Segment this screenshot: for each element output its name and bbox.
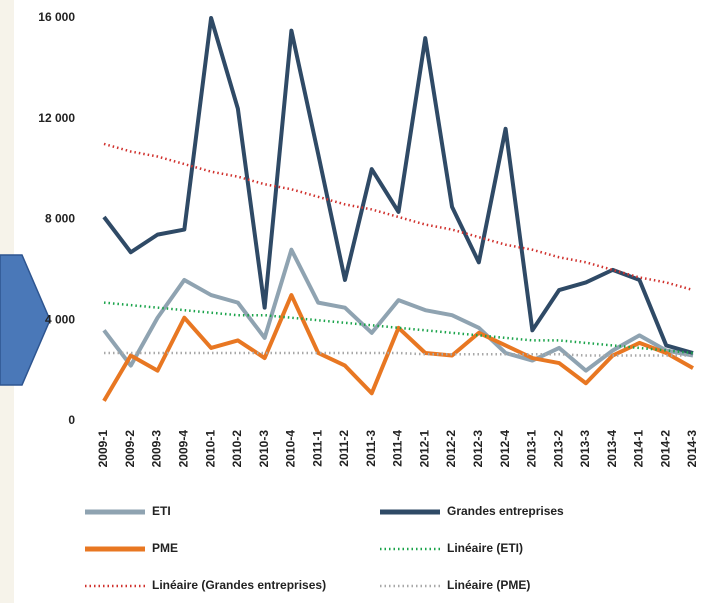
legend-label: Linéaire (ETI): [447, 541, 523, 555]
y-tick-label: 12 000: [38, 111, 75, 125]
x-tick-label: 2014-2: [658, 430, 672, 468]
series-line: [102, 247, 694, 373]
series-line: [102, 16, 694, 355]
x-tick-label: 2012-1: [417, 430, 431, 468]
x-tick-label: 2011-3: [364, 430, 378, 467]
x-tick-label: 2012-2: [444, 430, 458, 468]
y-tick-label: 8 000: [45, 212, 75, 226]
x-tick-label: 2010-4: [284, 430, 298, 468]
y-tick-label: 16 000: [38, 10, 75, 24]
x-tick-label: 2009-4: [176, 430, 190, 468]
x-tick-label: 2009-1: [96, 430, 110, 468]
x-tick-label: 2010-3: [257, 430, 271, 468]
x-tick-label: 2010-2: [230, 430, 244, 468]
y-tick-label: 0: [68, 413, 75, 427]
x-tick-label: 2012-4: [498, 430, 512, 468]
x-tick-label: 2010-1: [203, 430, 217, 468]
x-tick-label: 2011-1: [310, 430, 324, 467]
legend-label: Linéaire (PME): [447, 578, 530, 592]
trend-line: [104, 351, 693, 357]
trend-line: [103, 142, 694, 292]
x-tick-label: 2009-3: [150, 430, 164, 468]
legend-label: PME: [152, 541, 178, 555]
legend-label: Linéaire (Grandes entreprises): [152, 578, 326, 592]
x-tick-label: 2013-3: [578, 430, 592, 468]
legend-label: ETI: [152, 504, 171, 518]
x-tick-label: 2014-1: [632, 430, 646, 468]
x-tick-label: 2011-2: [337, 430, 351, 467]
x-tick-label: 2011-4: [391, 430, 405, 467]
decorative-arrow: [0, 254, 51, 386]
x-tick-label: 2014-3: [685, 430, 699, 468]
x-tick-label: 2013-4: [605, 430, 619, 468]
series-line: [102, 293, 694, 402]
x-tick-label: 2013-2: [551, 430, 565, 468]
legend-label: Grandes entreprises: [447, 504, 564, 518]
x-tick-label: 2009-2: [123, 430, 137, 468]
x-tick-label: 2012-3: [471, 430, 485, 468]
x-tick-label: 2013-1: [525, 430, 539, 468]
y-tick-label: 4 000: [45, 312, 75, 326]
